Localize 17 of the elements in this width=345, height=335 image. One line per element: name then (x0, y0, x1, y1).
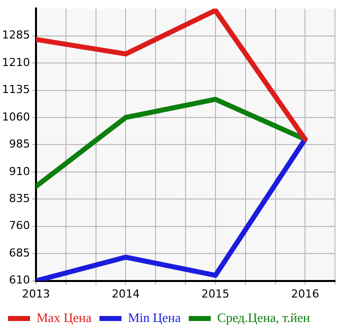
legend-label: Max Цена (36, 310, 92, 325)
y-tick-label: 760 (8, 219, 30, 232)
y-tick-label: 685 (8, 246, 30, 260)
y-tick-label: 1285 (2, 28, 30, 42)
y-tick-label: 1135 (2, 83, 30, 96)
y-tick-label: 610 (8, 274, 30, 287)
x-tick-label: 2013 (22, 287, 50, 300)
y-tick-label: 1210 (2, 56, 30, 69)
y-tick-label: 910 (8, 164, 30, 178)
x-tick-label: 2016 (291, 287, 320, 300)
x-tick-label: 2014 (112, 287, 140, 300)
x-tick-label: 2015 (201, 287, 230, 300)
legend-label: Сред.Цена, т.йен (217, 310, 310, 325)
y-tick-label: 1060 (2, 110, 30, 124)
y-tick-label: 835 (8, 192, 30, 205)
legend-label: Min Цена (128, 310, 181, 325)
y-tick-label: 985 (8, 138, 30, 151)
